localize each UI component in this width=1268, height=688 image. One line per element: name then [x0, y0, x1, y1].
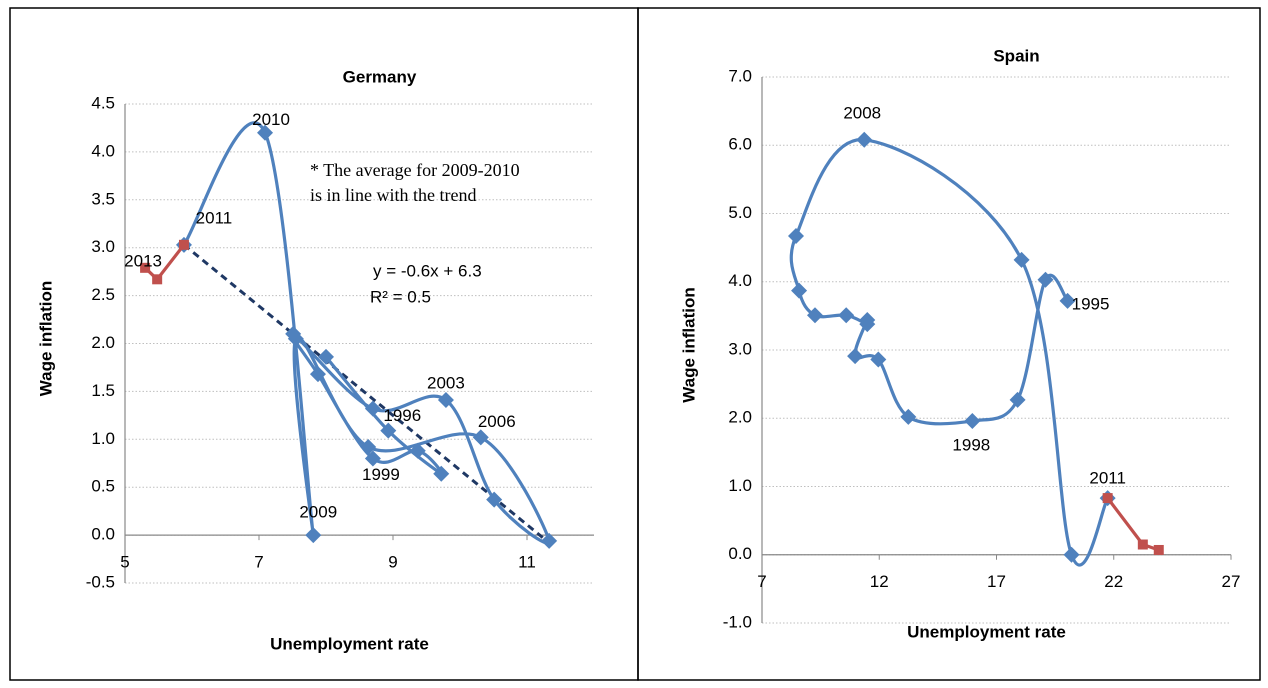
- point-label: 1996: [383, 406, 421, 425]
- x-tick-label: 17: [987, 572, 1006, 591]
- series-line: [182, 121, 551, 545]
- marker: [318, 348, 334, 365]
- marker: [1102, 493, 1113, 504]
- marker: [1153, 544, 1164, 555]
- x-tick-label: 9: [388, 553, 397, 572]
- marker: [178, 239, 189, 250]
- y-tick-label: 0.0: [91, 525, 115, 544]
- y-tick-label: 3.0: [728, 339, 752, 358]
- y-tick-label: 3.5: [91, 189, 115, 208]
- y-tick-label: 2.0: [728, 408, 752, 427]
- marker: [791, 282, 808, 299]
- y-axis-title: Wage inflation: [36, 281, 55, 397]
- y-tick-label: 4.0: [728, 271, 752, 290]
- marker: [380, 422, 397, 439]
- point-label: 2010: [252, 110, 290, 129]
- marker: [257, 124, 274, 141]
- annotation: R² = 0.5: [370, 287, 431, 306]
- point-label: 2003: [427, 374, 465, 393]
- marker: [1059, 292, 1076, 309]
- marker: [360, 438, 377, 455]
- marker: [1063, 546, 1080, 563]
- y-tick-label: 0.5: [91, 477, 115, 496]
- trendline: [183, 243, 551, 544]
- x-tick-label: 7: [757, 572, 766, 591]
- marker: [900, 408, 917, 425]
- y-tick-label: -0.5: [86, 572, 115, 591]
- marker: [433, 465, 450, 482]
- marker: [1037, 271, 1054, 288]
- marker: [472, 429, 489, 446]
- chart: -1.0 0.0 1.0 2.0 3.0 4.0 5.0 6.0 7.0 7 12 17 22 27 Spa…: [679, 46, 1240, 641]
- marker: [859, 316, 876, 333]
- y-tick-label: 2.5: [91, 285, 115, 304]
- point-label: 2006: [478, 412, 516, 431]
- chart-title: Spain: [993, 46, 1039, 65]
- chart: -0.5 0.0 0.5 1.0 1.5 2.0 2.5 3.0 3.5 4.0 4.5 5 7 9 11 G…: [36, 67, 594, 653]
- y-axis-title: Wage inflation: [679, 287, 698, 403]
- marker: [309, 366, 326, 383]
- y-tick-label: 6.0: [728, 135, 752, 154]
- marker: [806, 307, 823, 324]
- point-label: 1998: [952, 435, 990, 454]
- y-tick-label: 4.5: [91, 93, 115, 112]
- point-label: 2008: [843, 103, 881, 122]
- x-tick-label: 22: [1104, 572, 1123, 591]
- point-label: 2013: [124, 251, 162, 270]
- marker: [486, 491, 503, 508]
- point-label: 2011: [196, 208, 233, 227]
- x-tick-label: 12: [870, 572, 889, 591]
- annotation: * The average for 2009-2010: [310, 160, 520, 180]
- y-tick-label: 4.0: [91, 141, 115, 160]
- y-tick-label: -1.0: [723, 612, 752, 631]
- marker: [364, 450, 381, 467]
- y-tick-label: 1.0: [91, 429, 115, 448]
- marker: [870, 351, 887, 368]
- marker: [409, 442, 426, 459]
- marker: [140, 262, 151, 273]
- x-tick-label: 5: [120, 553, 129, 572]
- y-tick-label: 7.0: [728, 66, 752, 85]
- series-line: [1106, 497, 1160, 552]
- marker: [305, 527, 322, 544]
- marker: [287, 330, 304, 347]
- x-tick-label: 7: [254, 553, 263, 572]
- annotation: y = -0.6x + 6.3: [373, 261, 482, 280]
- y-tick-label: 1.5: [91, 381, 115, 400]
- y-tick-label: 3.0: [91, 237, 115, 256]
- marker: [856, 131, 873, 148]
- marker: [964, 412, 981, 429]
- marker: [788, 228, 805, 245]
- marker: [437, 392, 454, 409]
- marker: [847, 348, 864, 365]
- chart-title: Germany: [343, 67, 417, 86]
- marker: [1013, 251, 1030, 268]
- marker: [364, 400, 381, 417]
- annotation: is in line with the trend: [310, 185, 476, 205]
- y-tick-label: 0.0: [728, 544, 752, 563]
- series-line: [789, 138, 1110, 567]
- right-panel-border: [637, 7, 1261, 681]
- marker: [152, 274, 163, 285]
- point-label: 1995: [1072, 294, 1110, 313]
- point-label: 1999: [362, 465, 400, 484]
- x-axis-title: Unemployment rate: [270, 634, 429, 653]
- y-tick-label: 5.0: [728, 203, 752, 222]
- point-label: 2009: [299, 503, 337, 522]
- point-label: 2011: [1089, 469, 1126, 488]
- x-axis-title: Unemployment rate: [907, 622, 1066, 641]
- marker: [1009, 391, 1026, 408]
- marker: [1137, 539, 1148, 550]
- x-tick-label: 11: [518, 553, 536, 572]
- y-tick-label: 1.0: [728, 476, 752, 495]
- marker: [838, 307, 855, 324]
- marker: [541, 532, 558, 549]
- y-tick-label: 2.0: [91, 333, 115, 352]
- x-tick-label: 27: [1222, 572, 1241, 591]
